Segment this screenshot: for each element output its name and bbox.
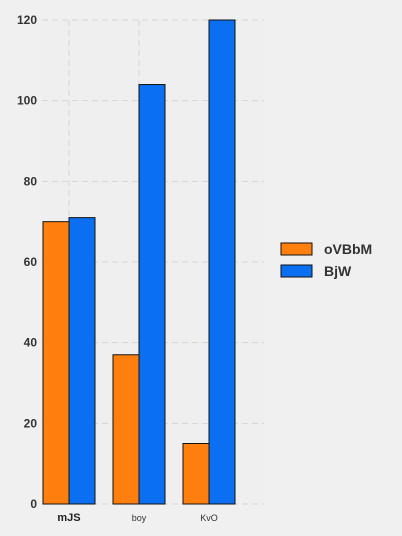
- y-tick-label: 120: [17, 13, 37, 27]
- x-tick-label: mJS: [57, 512, 80, 524]
- y-tick-label: 80: [24, 174, 38, 188]
- y-tick-label: 40: [24, 336, 38, 350]
- legend-swatch-oVBbM: [280, 242, 313, 256]
- legend-swatch-BjW: [280, 264, 313, 278]
- y-tick-label: 20: [24, 416, 38, 430]
- bar-oVBbM-boy: [112, 354, 140, 505]
- x-axis-ticks: mJS boy KvO: [57, 512, 217, 524]
- y-axis-ticks: 0 20 40 60 80 100 120: [17, 13, 37, 511]
- legend: oVBbM BjW: [280, 241, 372, 279]
- bar-BjW-boy: [138, 84, 166, 505]
- bar-BjW-mJS: [68, 217, 96, 505]
- y-tick-label: 0: [30, 497, 37, 511]
- bars: [42, 19, 236, 505]
- y-tick-label: 60: [24, 255, 38, 269]
- legend-label-oVBbM: oVBbM: [324, 241, 372, 257]
- bar-oVBbM-mJS: [42, 221, 70, 505]
- y-tick-label: 100: [17, 94, 37, 108]
- bar-BjW-KvO: [208, 19, 236, 505]
- x-tick-label: KvO: [200, 513, 218, 523]
- legend-label-BjW: BjW: [324, 263, 352, 279]
- x-tick-label: boy: [132, 513, 147, 523]
- bar-oVBbM-KvO: [182, 443, 210, 505]
